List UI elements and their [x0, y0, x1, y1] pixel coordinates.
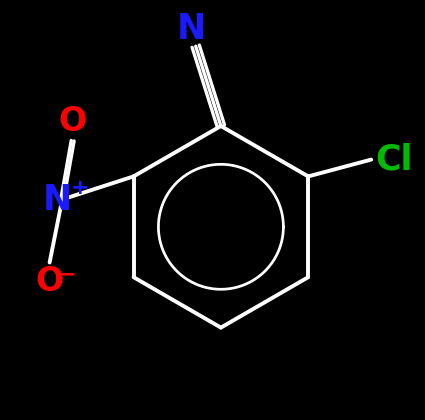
Text: N: N	[42, 183, 72, 216]
Text: +: +	[71, 178, 89, 198]
Text: O: O	[35, 265, 64, 298]
Text: −: −	[58, 264, 76, 284]
Text: N: N	[177, 13, 206, 46]
Text: Cl: Cl	[376, 143, 413, 176]
Text: O: O	[59, 105, 87, 138]
